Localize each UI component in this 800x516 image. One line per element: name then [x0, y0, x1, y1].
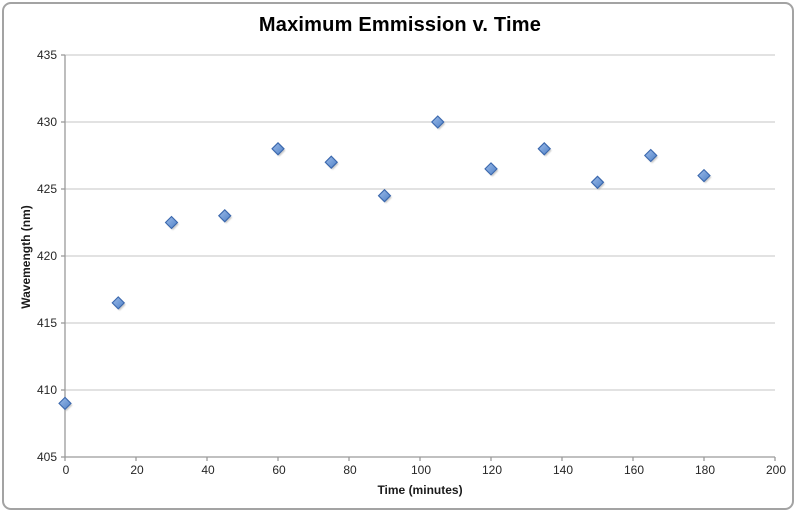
data-point: [217, 209, 232, 223]
chart-title: Maximum Emmission v. Time: [258, 14, 542, 36]
data-point: [484, 162, 498, 176]
tick-marks: [61, 54, 776, 461]
data-point: [164, 215, 179, 230]
gridlines: [65, 54, 775, 391]
data-point: [271, 142, 285, 156]
x-tick-label: 140: [553, 463, 573, 477]
data-point: [537, 142, 552, 156]
x-tick-label: 200: [766, 463, 786, 477]
x-tick-label: 100: [411, 463, 431, 477]
y-tick-labels: 405 410 415 420 425 430 435: [37, 48, 57, 464]
y-tick-label: 435: [37, 48, 57, 62]
data-point: [58, 396, 72, 411]
y-tick-label: 430: [37, 115, 57, 129]
data-point: [324, 155, 339, 169]
x-tick-label: 80: [343, 463, 357, 477]
data-point: [111, 296, 126, 310]
y-axis-title: Wavemength (nm): [19, 205, 33, 309]
y-tick-label: 420: [37, 249, 57, 263]
x-tick-label: 160: [624, 463, 644, 477]
x-tick-labels: 0 20 40 60 80 100 120 140 160 180 200: [63, 463, 787, 477]
y-tick-label: 410: [37, 383, 57, 397]
x-tick-label: 120: [482, 463, 502, 477]
data-point: [643, 148, 658, 163]
x-tick-label: 60: [272, 463, 286, 477]
x-tick-label: 0: [63, 463, 70, 477]
x-tick-label: 180: [695, 463, 715, 477]
x-tick-label: 20: [130, 463, 144, 477]
data-point: [697, 168, 711, 183]
data-series: [58, 115, 712, 412]
y-tick-label: 415: [37, 316, 57, 330]
y-tick-label: 425: [37, 182, 57, 196]
x-tick-label: 40: [201, 463, 215, 477]
data-point: [590, 175, 605, 190]
x-axis-title: Time (minutes): [377, 483, 463, 497]
data-point: [377, 188, 392, 203]
y-tick-label: 405: [37, 450, 57, 464]
data-point: [430, 115, 445, 129]
